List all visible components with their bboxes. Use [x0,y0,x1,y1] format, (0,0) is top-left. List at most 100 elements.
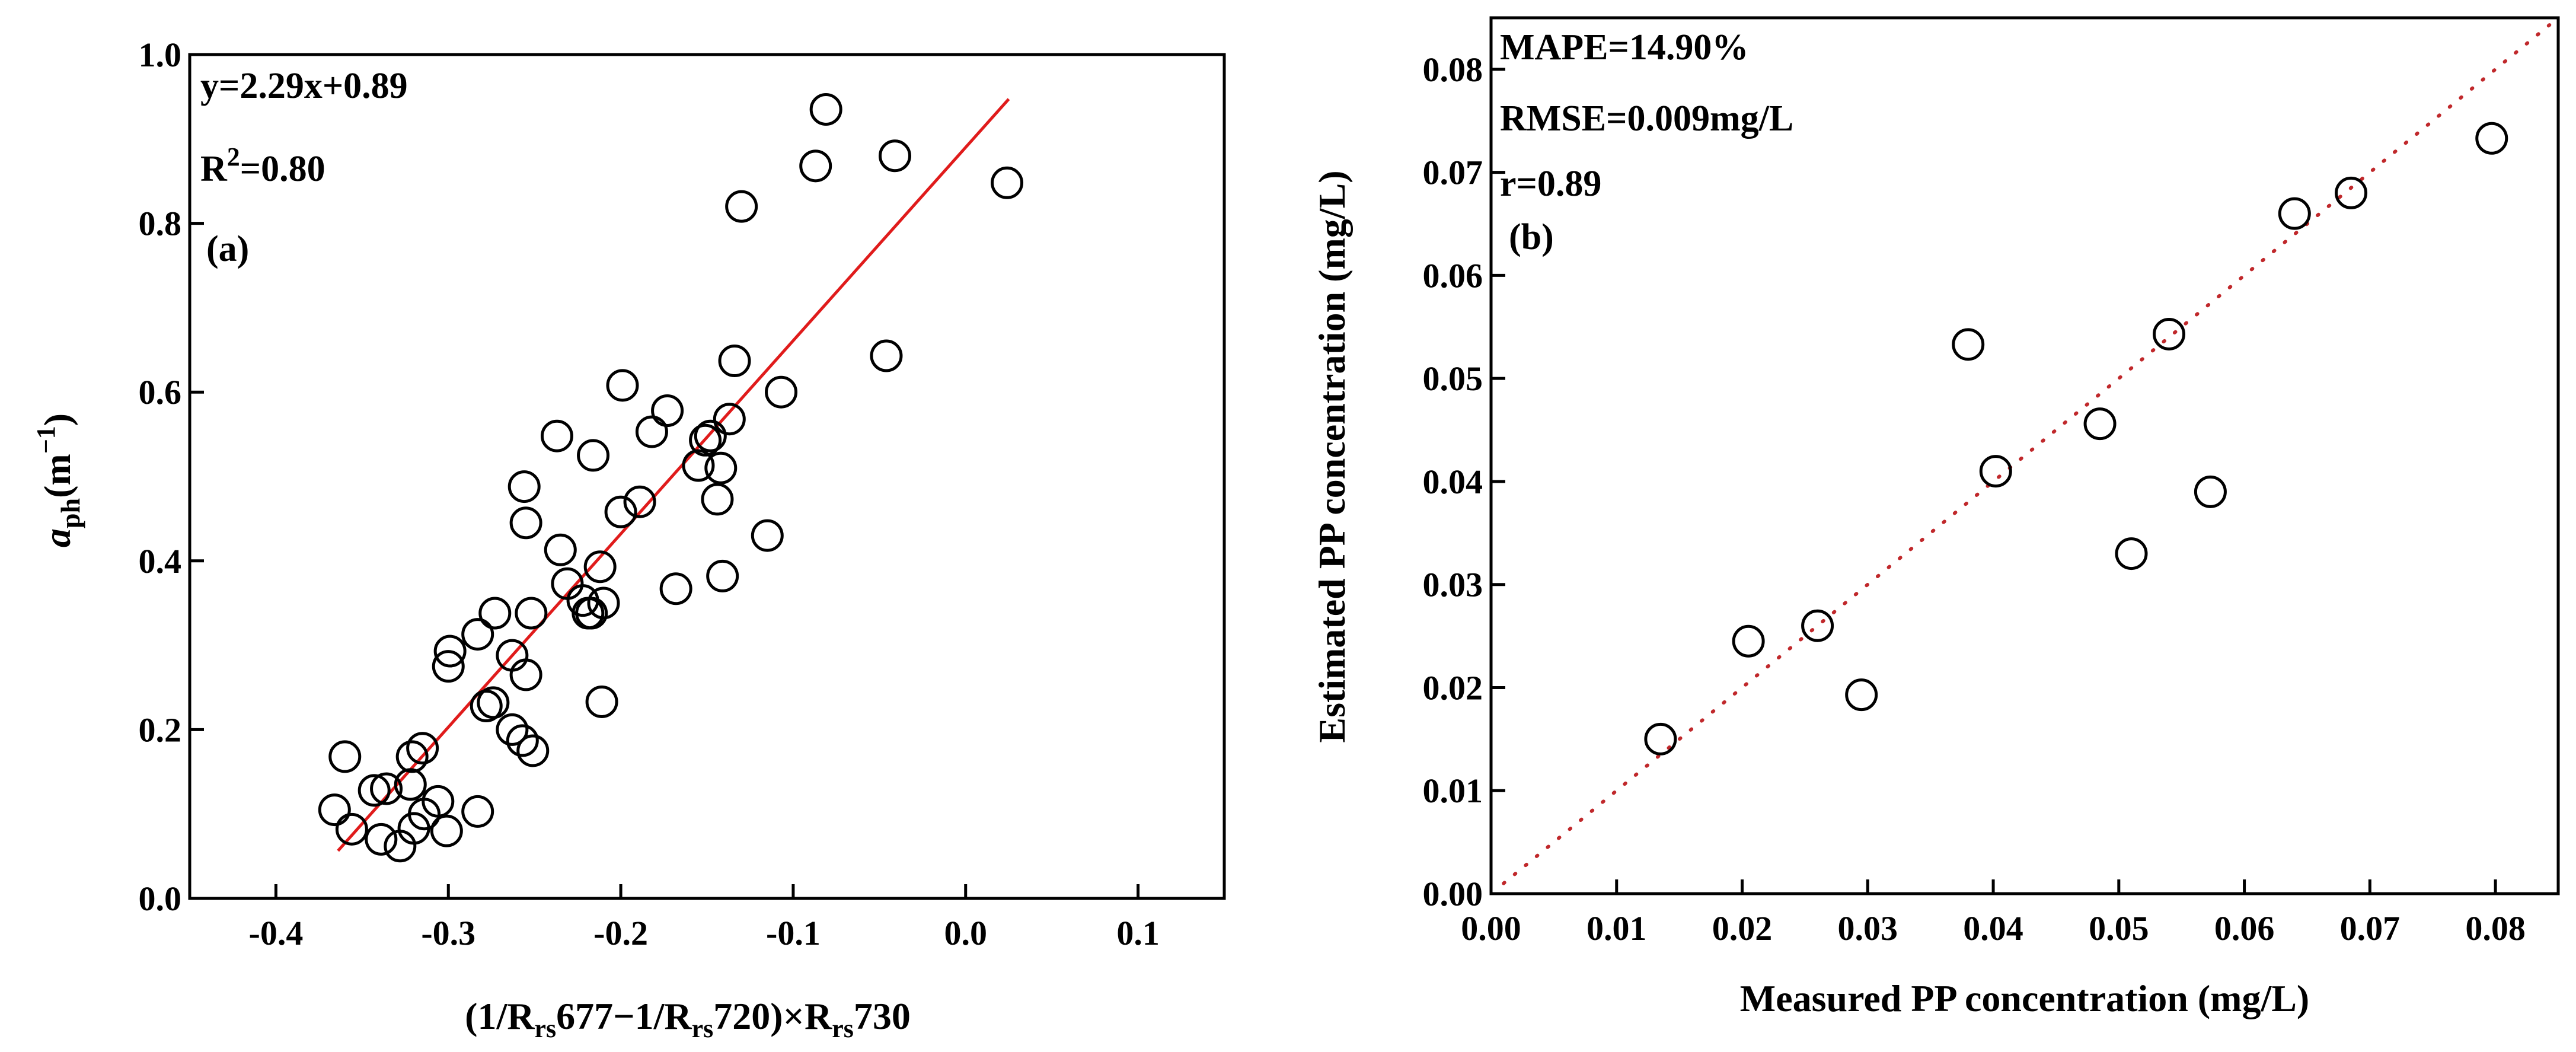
panel-a-plot-frame [188,53,1226,900]
scatter-point [604,495,637,528]
scatter-point [751,519,784,552]
scatter-point [394,768,427,801]
y-tick-label: 0.03 [1423,566,1483,604]
panel-b-rmse: RMSE=0.009mg/L [1500,98,1793,139]
scatter-point [470,690,503,723]
scatter-point [432,650,465,683]
x-tick-label: 0.07 [2340,909,2401,948]
scatter-point [365,823,398,856]
panel-a-x-axis-label: (1/Rrs677−1/Rrs720)×Rrs730 [465,995,911,1043]
scatter-point [651,394,684,428]
scatter-point [496,713,529,746]
scatter-point [461,795,494,828]
scatter-point [713,403,746,436]
scatter-point [623,485,656,518]
y-tick-label: 0.2 [139,710,182,749]
panel-a-x-ticks: -0.4 -0.3 -0.2 -0.1 0.0 0.1 [249,884,1160,952]
scatter-point [577,439,610,472]
scatter-point [991,166,1024,199]
scatter-point [328,740,362,773]
panel-b-reference-line [1502,16,2560,885]
x-tick-label: 0.0 [944,914,988,952]
scatter-point [544,533,577,566]
x-tick-label: 0.04 [1963,909,2023,948]
x-tick-label: 0.00 [1461,909,1521,948]
x-tick-label: -0.4 [249,914,304,952]
panel-a-r-squared: R2=0.80 [200,142,325,189]
y-tick-label: 0.00 [1423,875,1483,913]
scatter-point [682,449,715,482]
scatter-point [506,724,539,757]
scatter-point [1801,609,1834,642]
scatter-point [433,635,467,668]
panel-a-y-ticks: 0.0 0.2 0.4 0.6 0.8 1.0 [139,36,204,918]
y-tick-label: 0.08 [1423,50,1483,89]
y-tick-label: 0.06 [1423,256,1483,295]
panel-b: 0.00 0.01 0.02 0.03 0.04 0.05 0.06 0.07 0.08 0.0… [1311,16,2560,1019]
scatter-point [659,572,692,605]
scatter-point [318,793,351,827]
y-tick-label: 0.01 [1423,772,1483,810]
panel-b-x-axis-label: Measured PP concentration (mg/L) [1740,977,2309,1019]
scatter-point [395,740,429,773]
scatter-point [1732,624,1765,658]
y-tick-label: 0.6 [139,373,182,412]
y-tick-label: 1.0 [139,36,182,74]
scatter-point [515,597,548,630]
panel-b-y-axis-label: Estimated PP concentration (mg/L) [1311,170,1353,742]
panel-a-points [318,93,1024,863]
scatter-point [575,597,608,630]
scatter-point [701,483,734,516]
scatter-point [635,415,668,448]
scatter-point [335,812,368,846]
scatter-point [725,190,758,223]
x-tick-label: -0.1 [766,914,821,952]
scatter-point [689,423,722,457]
x-tick-label: -0.3 [421,914,475,952]
scatter-point [357,774,391,807]
panel-b-x-ticks: 0.00 0.01 0.02 0.03 0.04 0.05 0.06 0.07 0.08 [1461,879,2526,948]
scatter-point [540,419,573,452]
scatter-point [809,93,842,126]
scatter-point [422,785,455,818]
scatter-point [477,686,510,719]
scatter-point [799,149,832,183]
scatter-point [718,345,751,378]
scatter-point [1979,455,2012,488]
scatter-point [516,734,550,767]
y-tick-label: 0.0 [139,879,182,918]
scatter-point [587,586,620,620]
x-tick-label: 0.05 [2089,909,2149,948]
x-tick-label: -0.2 [593,914,648,952]
scatter-point [478,597,512,630]
scatter-point [1644,722,1677,755]
scatter-point [507,470,541,503]
scatter-point [606,369,639,402]
x-tick-label: 0.1 [1116,914,1160,952]
scatter-point [2194,475,2227,508]
panel-b-plot-frame [1489,16,2560,895]
scatter-point [1845,678,1878,712]
y-tick-label: 0.07 [1423,154,1483,192]
y-tick-label: 0.05 [1423,359,1483,398]
scatter-point [704,451,738,484]
panel-b-r: r=0.89 [1500,164,1601,204]
panel-b-mape: MAPE=14.90% [1500,27,1748,68]
y-tick-label: 0.04 [1423,463,1483,501]
scatter-point [406,732,439,765]
scatter-point [879,139,912,173]
scatter-point [2083,407,2117,441]
scatter-point [509,658,542,691]
panel-b-y-ticks: 0.00 0.01 0.02 0.03 0.04 0.05 0.06 0.07 0.08 [1423,50,1505,913]
scatter-point [2115,537,2148,570]
scatter-point [430,814,463,847]
panel-a-label: (a) [206,229,249,269]
panel-a-fit-line [337,98,1010,852]
panel-a: -0.4 -0.3 -0.2 -0.1 0.0 0.1 0.0 0.2 0.4 0.6 0.8 1.… [31,36,1226,1043]
scatter-point [509,506,542,540]
x-tick-label: 0.02 [1712,909,1773,948]
scatter-point [2153,317,2186,350]
x-tick-label: 0.06 [2214,909,2275,948]
scatter-point [370,772,403,805]
